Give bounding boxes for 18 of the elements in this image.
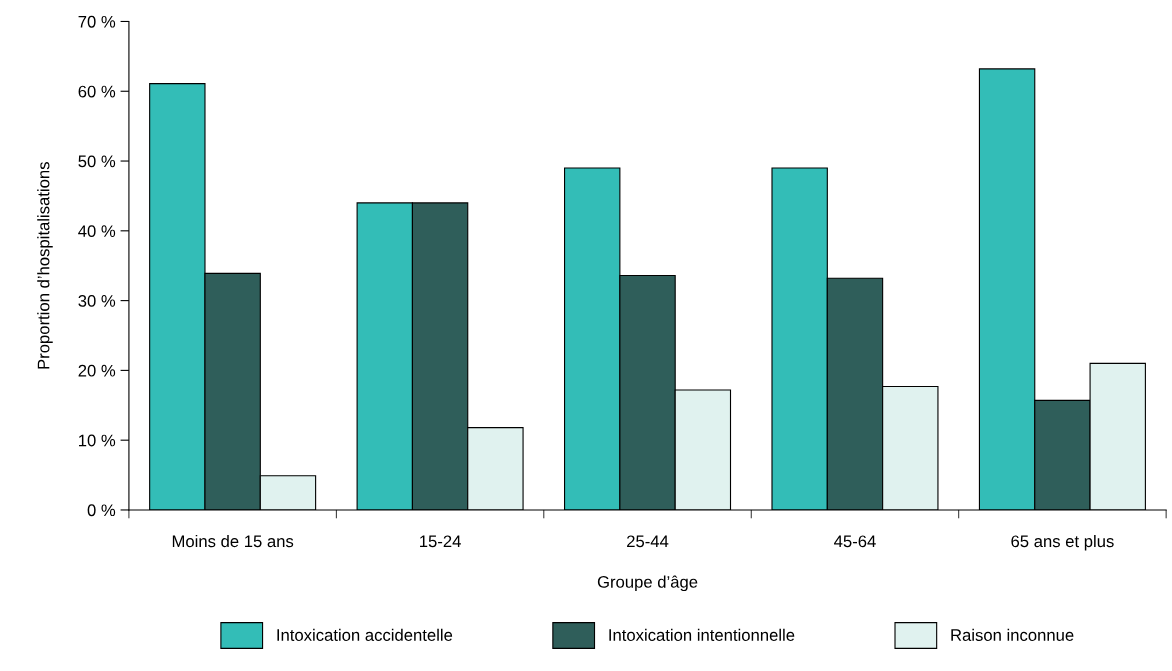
y-tick-label: 20 %	[78, 364, 116, 377]
x-tick-label: 45-64	[834, 535, 876, 548]
x-tick-label: Moins de 15 ans	[172, 534, 294, 548]
legend-label: Raison inconnue	[951, 628, 1074, 641]
y-tick-label: 30 %	[78, 295, 116, 307]
y-tick-label: 10 %	[79, 434, 116, 447]
legend-label: Intoxication accidentelle	[277, 628, 453, 641]
y-tick-label: 60 %	[78, 85, 116, 98]
x-tick-label: 25-44	[627, 535, 669, 548]
y-tick-label: 70 %	[78, 15, 116, 28]
x-tick-label: 15-24	[420, 535, 461, 548]
y-tick-label: 50 %	[78, 155, 116, 168]
x-tick-label: 65 ans et plus	[1011, 534, 1114, 551]
y-tick-label: 0 %	[87, 504, 116, 517]
y-axis-title: Proportion d’hospitalisations	[37, 162, 53, 369]
x-axis-title: Groupe d’âge	[597, 575, 698, 592]
legend-label: Intoxication intentionnelle	[609, 628, 795, 641]
y-tick-label: 40 %	[78, 225, 116, 238]
